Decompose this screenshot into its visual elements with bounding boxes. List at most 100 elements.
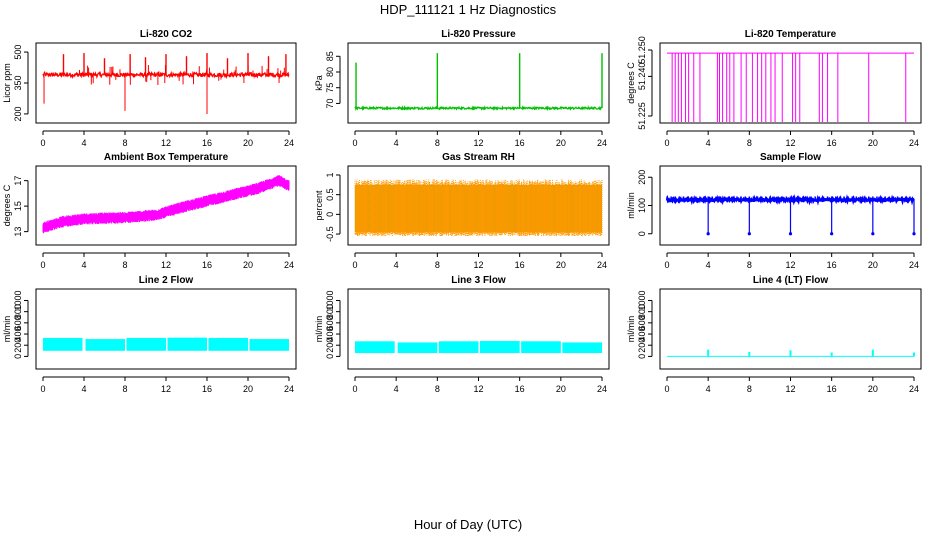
y-tick-label-line3: 0: [325, 354, 335, 359]
y-tick-label-ambient: 13: [13, 227, 23, 237]
panel-frame-ambient: [35, 165, 297, 246]
x-tick-label-rh: 8: [435, 260, 440, 270]
y-tick-label-li820temp: 51.225: [637, 102, 647, 130]
x-tick-label-co2: 20: [243, 138, 253, 148]
x-tick-label-line4: 24: [909, 384, 919, 394]
panel-title-line2: Line 2 Flow: [139, 275, 194, 286]
y-tick-label-line3: 1000: [325, 290, 335, 310]
figure-title: HDP_111121 1 Hz Diagnostics: [379, 2, 557, 17]
y-tick-label-sampleflow: 0: [637, 231, 647, 236]
x-tick-label-ambient: 20: [243, 260, 253, 270]
y-tick-label-co2: 200: [13, 106, 23, 121]
y-label-line4: ml/min: [626, 316, 636, 343]
y-tick-label-line4: 0: [637, 354, 647, 359]
y-tick-label-li820temp: 51.250: [637, 36, 647, 64]
panel-title-sampleflow: Sample Flow: [760, 152, 821, 163]
x-tick-label-line4: 20: [868, 384, 878, 394]
y-tick-label-co2: 500: [13, 45, 23, 60]
panel-frame-line4: [659, 288, 922, 370]
x-tick-label-li820temp: 8: [747, 138, 752, 148]
y-label-li820temp: degrees C: [626, 62, 636, 104]
y-tick-label-line3: 400: [325, 327, 335, 342]
x-tick-label-pressure: 24: [597, 138, 607, 148]
panel-frame-li820temp: [659, 42, 922, 124]
series-li820temp: [667, 52, 914, 122]
band-segment-line3: [521, 341, 561, 354]
y-tick-label-line4: 400: [637, 327, 647, 342]
point-sampleflow: [747, 232, 751, 236]
x-tick-label-pressure: 8: [435, 138, 440, 148]
x-tick-label-line2: 24: [284, 384, 294, 394]
figure-xlabel: Hour of Day (UTC): [413, 517, 523, 532]
x-tick-label-co2: 8: [122, 138, 127, 148]
x-tick-label-line4: 0: [664, 384, 669, 394]
y-tick-label-line4: 200: [637, 338, 647, 353]
x-tick-label-line3: 20: [556, 384, 566, 394]
panel-title-pressure: Li-820 Pressure: [441, 29, 516, 40]
y-tick-label-rh: -0.5: [325, 226, 335, 242]
x-tick-label-ambient: 12: [161, 260, 171, 270]
series-co2: [42, 53, 290, 114]
x-tick-label-rh: 4: [394, 260, 399, 270]
x-tick-label-co2: 4: [81, 138, 86, 148]
panel-ambient: Ambient Box Temperature 0 4 8 12 16 20 24 13 15 17…: [2, 152, 297, 270]
x-tick-label-line3: 8: [435, 384, 440, 394]
x-tick-label-sampleflow: 12: [785, 260, 795, 270]
series-sampleflow: [665, 193, 916, 236]
series-pressure: [354, 53, 603, 112]
y-tick-label-pressure: 70: [325, 98, 335, 108]
x-tick-label-li820temp: 0: [664, 138, 669, 148]
x-tick-label-li820temp: 20: [868, 138, 878, 148]
y-tick-label-line2: 0: [13, 354, 23, 359]
y-tick-label-li820temp: 51.240: [637, 63, 647, 91]
x-tick-label-li820temp: 24: [909, 138, 919, 148]
x-tick-label-sampleflow: 4: [706, 260, 711, 270]
series-line2: [43, 337, 289, 351]
x-tick-label-pressure: 4: [394, 138, 399, 148]
x-tick-label-ambient: 16: [202, 260, 212, 270]
y-tick-label-rh: 0.5: [325, 188, 335, 201]
x-tick-label-li820temp: 4: [706, 138, 711, 148]
x-tick-label-sampleflow: 20: [868, 260, 878, 270]
x-tick-label-rh: 16: [515, 260, 525, 270]
y-tick-label-rh: 1: [325, 172, 335, 177]
y-tick-label-line2: 600: [13, 315, 23, 330]
band-segment-line2: [126, 337, 166, 351]
series-line-pressure: [354, 105, 603, 112]
y-tick-label-line3: 800: [325, 304, 335, 319]
series-line3: [355, 341, 602, 354]
x-tick-label-line3: 0: [352, 384, 357, 394]
panel-frame-rh: [347, 165, 610, 246]
band-segment-line2: [208, 337, 248, 351]
panel-rh: Gas Stream RH 0 4 8 12 16 20 24 -0.5 0 0.5 1 percent: [314, 152, 610, 270]
x-tick-label-pressure: 0: [352, 138, 357, 148]
series-rh: [354, 179, 603, 237]
x-tick-label-li820temp: 12: [785, 138, 795, 148]
y-tick-label-pressure: 85: [325, 51, 335, 61]
y-tick-label-line4: 600: [637, 315, 647, 330]
x-tick-label-sampleflow: 24: [909, 260, 919, 270]
x-tick-label-pressure: 16: [515, 138, 525, 148]
y-label-sampleflow: ml/min: [626, 192, 636, 219]
y-tick-label-line2: 400: [13, 327, 23, 342]
y-tick-label-line2: 1000: [13, 290, 23, 310]
band-segment-line3: [562, 342, 602, 354]
y-tick-label-line3: 200: [325, 338, 335, 353]
x-tick-label-pressure: 12: [473, 138, 483, 148]
x-tick-label-li820temp: 16: [827, 138, 837, 148]
band-segment-line3: [480, 341, 520, 354]
y-tick-label-rh: 0: [325, 212, 335, 217]
x-tick-label-rh: 20: [556, 260, 566, 270]
x-tick-label-line2: 16: [202, 384, 212, 394]
panel-frame-sampleflow: [659, 165, 922, 246]
point-sampleflow: [871, 232, 875, 236]
band-segment-line2: [43, 337, 83, 351]
y-tick-label-pressure: 75: [325, 83, 335, 93]
x-tick-label-co2: 24: [284, 138, 294, 148]
x-tick-label-sampleflow: 0: [664, 260, 669, 270]
panel-title-li820temp: Li-820 Temperature: [745, 29, 837, 40]
x-tick-label-ambient: 8: [122, 260, 127, 270]
x-tick-label-line2: 4: [81, 384, 86, 394]
y-label-line3: ml/min: [314, 316, 324, 343]
panel-frame-co2: [35, 42, 297, 124]
